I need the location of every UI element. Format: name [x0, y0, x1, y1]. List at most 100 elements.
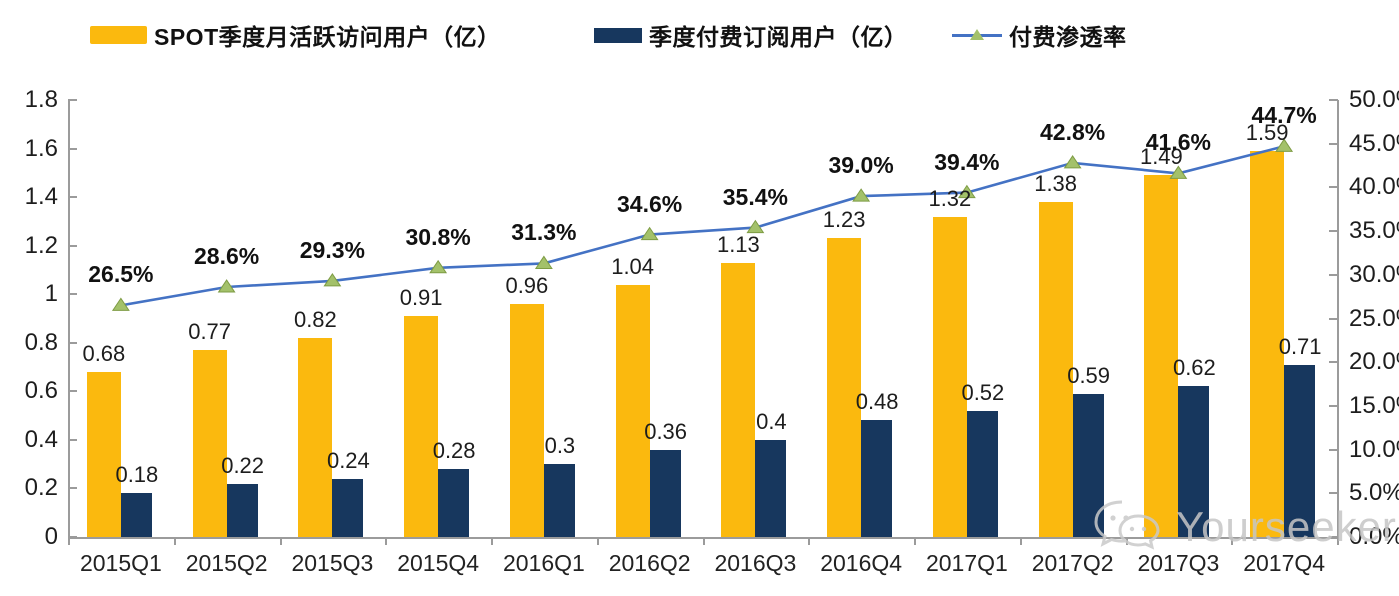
- y-axis-left-tick: [68, 438, 77, 441]
- bar-mau-label: 0.77: [188, 319, 232, 345]
- bar-mau: [404, 316, 439, 537]
- penetration-label: 26.5%: [88, 261, 154, 288]
- y-axis-right-tick-label: 25.0%: [1349, 304, 1399, 332]
- bar-mau-label: 0.82: [293, 306, 337, 332]
- penetration-legend-label: 付费渗透率: [1009, 24, 1127, 50]
- y-axis-right-tick: [1329, 99, 1338, 101]
- y-axis-left-tick-label: 1: [44, 280, 58, 308]
- bar-paid-label: 0.48: [855, 389, 899, 415]
- line-marker-legend-swatch: [952, 27, 1002, 43]
- x-axis-tick: [1019, 537, 1022, 545]
- x-axis-label: 2017Q3: [1137, 550, 1220, 576]
- penetration-label: 29.3%: [299, 236, 365, 263]
- bar-mau-label: 0.96: [505, 272, 549, 298]
- y-axis-right-tick: [1329, 492, 1338, 495]
- y-axis-left-tick: [68, 99, 77, 101]
- x-axis-tick: [173, 537, 176, 545]
- bar-paid: [966, 410, 998, 537]
- penetration-label: 44.7%: [1251, 102, 1317, 129]
- bar-paid-label: 0.62: [1172, 355, 1216, 381]
- bar-mau: [721, 262, 756, 537]
- x-axis-label: 2016Q1: [502, 550, 585, 576]
- x-axis-label: 2016Q2: [608, 550, 691, 576]
- bar-mau-label: 1.23: [822, 207, 866, 233]
- bar-paid: [1284, 364, 1316, 537]
- bar-mau-label: 1.04: [611, 253, 655, 279]
- y-axis-left: [68, 100, 70, 537]
- bar-paid: [755, 439, 787, 537]
- bar-paid-label: 0.59: [1067, 362, 1111, 388]
- y-axis-left-tick: [68, 390, 77, 393]
- y-axis-left-tick: [68, 196, 77, 199]
- y-axis-left-tick-label: 1.8: [24, 86, 58, 113]
- y-axis-left-tick-label: 0.6: [24, 377, 58, 405]
- y-axis-right-tick-label: 0.0%: [1349, 523, 1399, 550]
- x-axis-tick: [68, 537, 70, 545]
- bar-paid-label: 0.28: [432, 438, 476, 464]
- x-axis-label: 2016Q3: [714, 550, 797, 576]
- y-axis-left-tick-label: 0.2: [24, 474, 58, 502]
- y-axis-right: [1337, 100, 1339, 537]
- y-axis-right-tick-label: 50.0%: [1349, 86, 1399, 113]
- y-axis-right-tick: [1329, 186, 1338, 189]
- y-axis-right-tick: [1329, 317, 1338, 320]
- penetration-label: 35.4%: [722, 183, 788, 210]
- penetration-label: 42.8%: [1040, 118, 1106, 145]
- y-axis-left-tick-label: 0: [44, 523, 58, 550]
- x-axis-label: 2015Q4: [397, 550, 480, 576]
- x-axis-label: 2016Q4: [820, 550, 903, 576]
- x-axis-tick: [491, 537, 493, 545]
- bar-mau: [932, 216, 967, 537]
- y-axis-right-tick: [1329, 448, 1338, 451]
- bar-mau-label: 1.38: [1034, 170, 1078, 196]
- y-axis-right-tick-label: 45.0%: [1349, 129, 1399, 157]
- wechat-icon: [1094, 500, 1160, 550]
- bar-mau-label: 1.13: [716, 231, 760, 257]
- legend-item-paid: 季度付费订阅用户（亿）: [594, 18, 908, 52]
- y-axis-right-tick-label: 35.0%: [1349, 217, 1399, 245]
- y-axis-right-tick: [1329, 230, 1338, 233]
- bar-mau: [86, 371, 121, 537]
- y-axis-left-tick-label: 0.8: [24, 328, 58, 356]
- bar-paid-label: 0.52: [961, 379, 1005, 405]
- penetration-label: 39.4%: [934, 148, 1000, 175]
- paid-legend-label: 季度付费订阅用户（亿）: [649, 24, 908, 50]
- x-axis-label: 2017Q1: [925, 550, 1008, 576]
- legend-item-mau: SPOT季度月活跃访问用户（亿）: [90, 18, 501, 52]
- x-axis-label: 2017Q4: [1243, 550, 1326, 576]
- penetration-label: 31.3%: [511, 219, 577, 246]
- bar-paid: [332, 478, 364, 537]
- y-axis-right-tick: [1329, 361, 1338, 364]
- legend-item-penetration: 付费渗透率: [952, 18, 1127, 52]
- penetration-label: 41.6%: [1145, 129, 1211, 156]
- bar-paid: [1178, 386, 1210, 537]
- bar-paid-label: 0.22: [221, 452, 265, 478]
- y-axis-right-tick: [1329, 536, 1338, 538]
- x-axis-tick: [702, 537, 705, 545]
- y-axis-left-tick: [68, 487, 77, 490]
- bar-mau-label: 1.32: [928, 185, 972, 211]
- x-axis-tick: [279, 537, 282, 545]
- y-axis-right-tick-label: 5.0%: [1349, 479, 1399, 507]
- bar-mau: [509, 303, 544, 537]
- y-axis-left-tick: [68, 341, 77, 344]
- penetration-label: 39.0%: [828, 152, 894, 179]
- bar-mau: [192, 350, 227, 537]
- y-axis-left-tick: [68, 147, 77, 150]
- bar-paid: [861, 420, 893, 537]
- x-axis-tick: [914, 537, 916, 545]
- y-axis-right-tick-label: 10.0%: [1349, 435, 1399, 463]
- x-axis-tick: [1231, 537, 1234, 545]
- x-axis-label: 2015Q1: [79, 550, 162, 576]
- x-axis-label: 2017Q2: [1031, 550, 1114, 576]
- watermark: Yourseeker: [1092, 496, 1397, 558]
- watermark-text: Yourseeker: [1176, 503, 1397, 550]
- y-axis-left-tick-label: 1.2: [24, 231, 58, 259]
- bar-mau-label: 0.68: [82, 340, 126, 366]
- bar-paid: [120, 493, 152, 537]
- bar-mau: [615, 284, 650, 537]
- x-axis-label: 2015Q2: [185, 550, 268, 576]
- mau-legend-label: SPOT季度月活跃访问用户（亿）: [154, 24, 501, 50]
